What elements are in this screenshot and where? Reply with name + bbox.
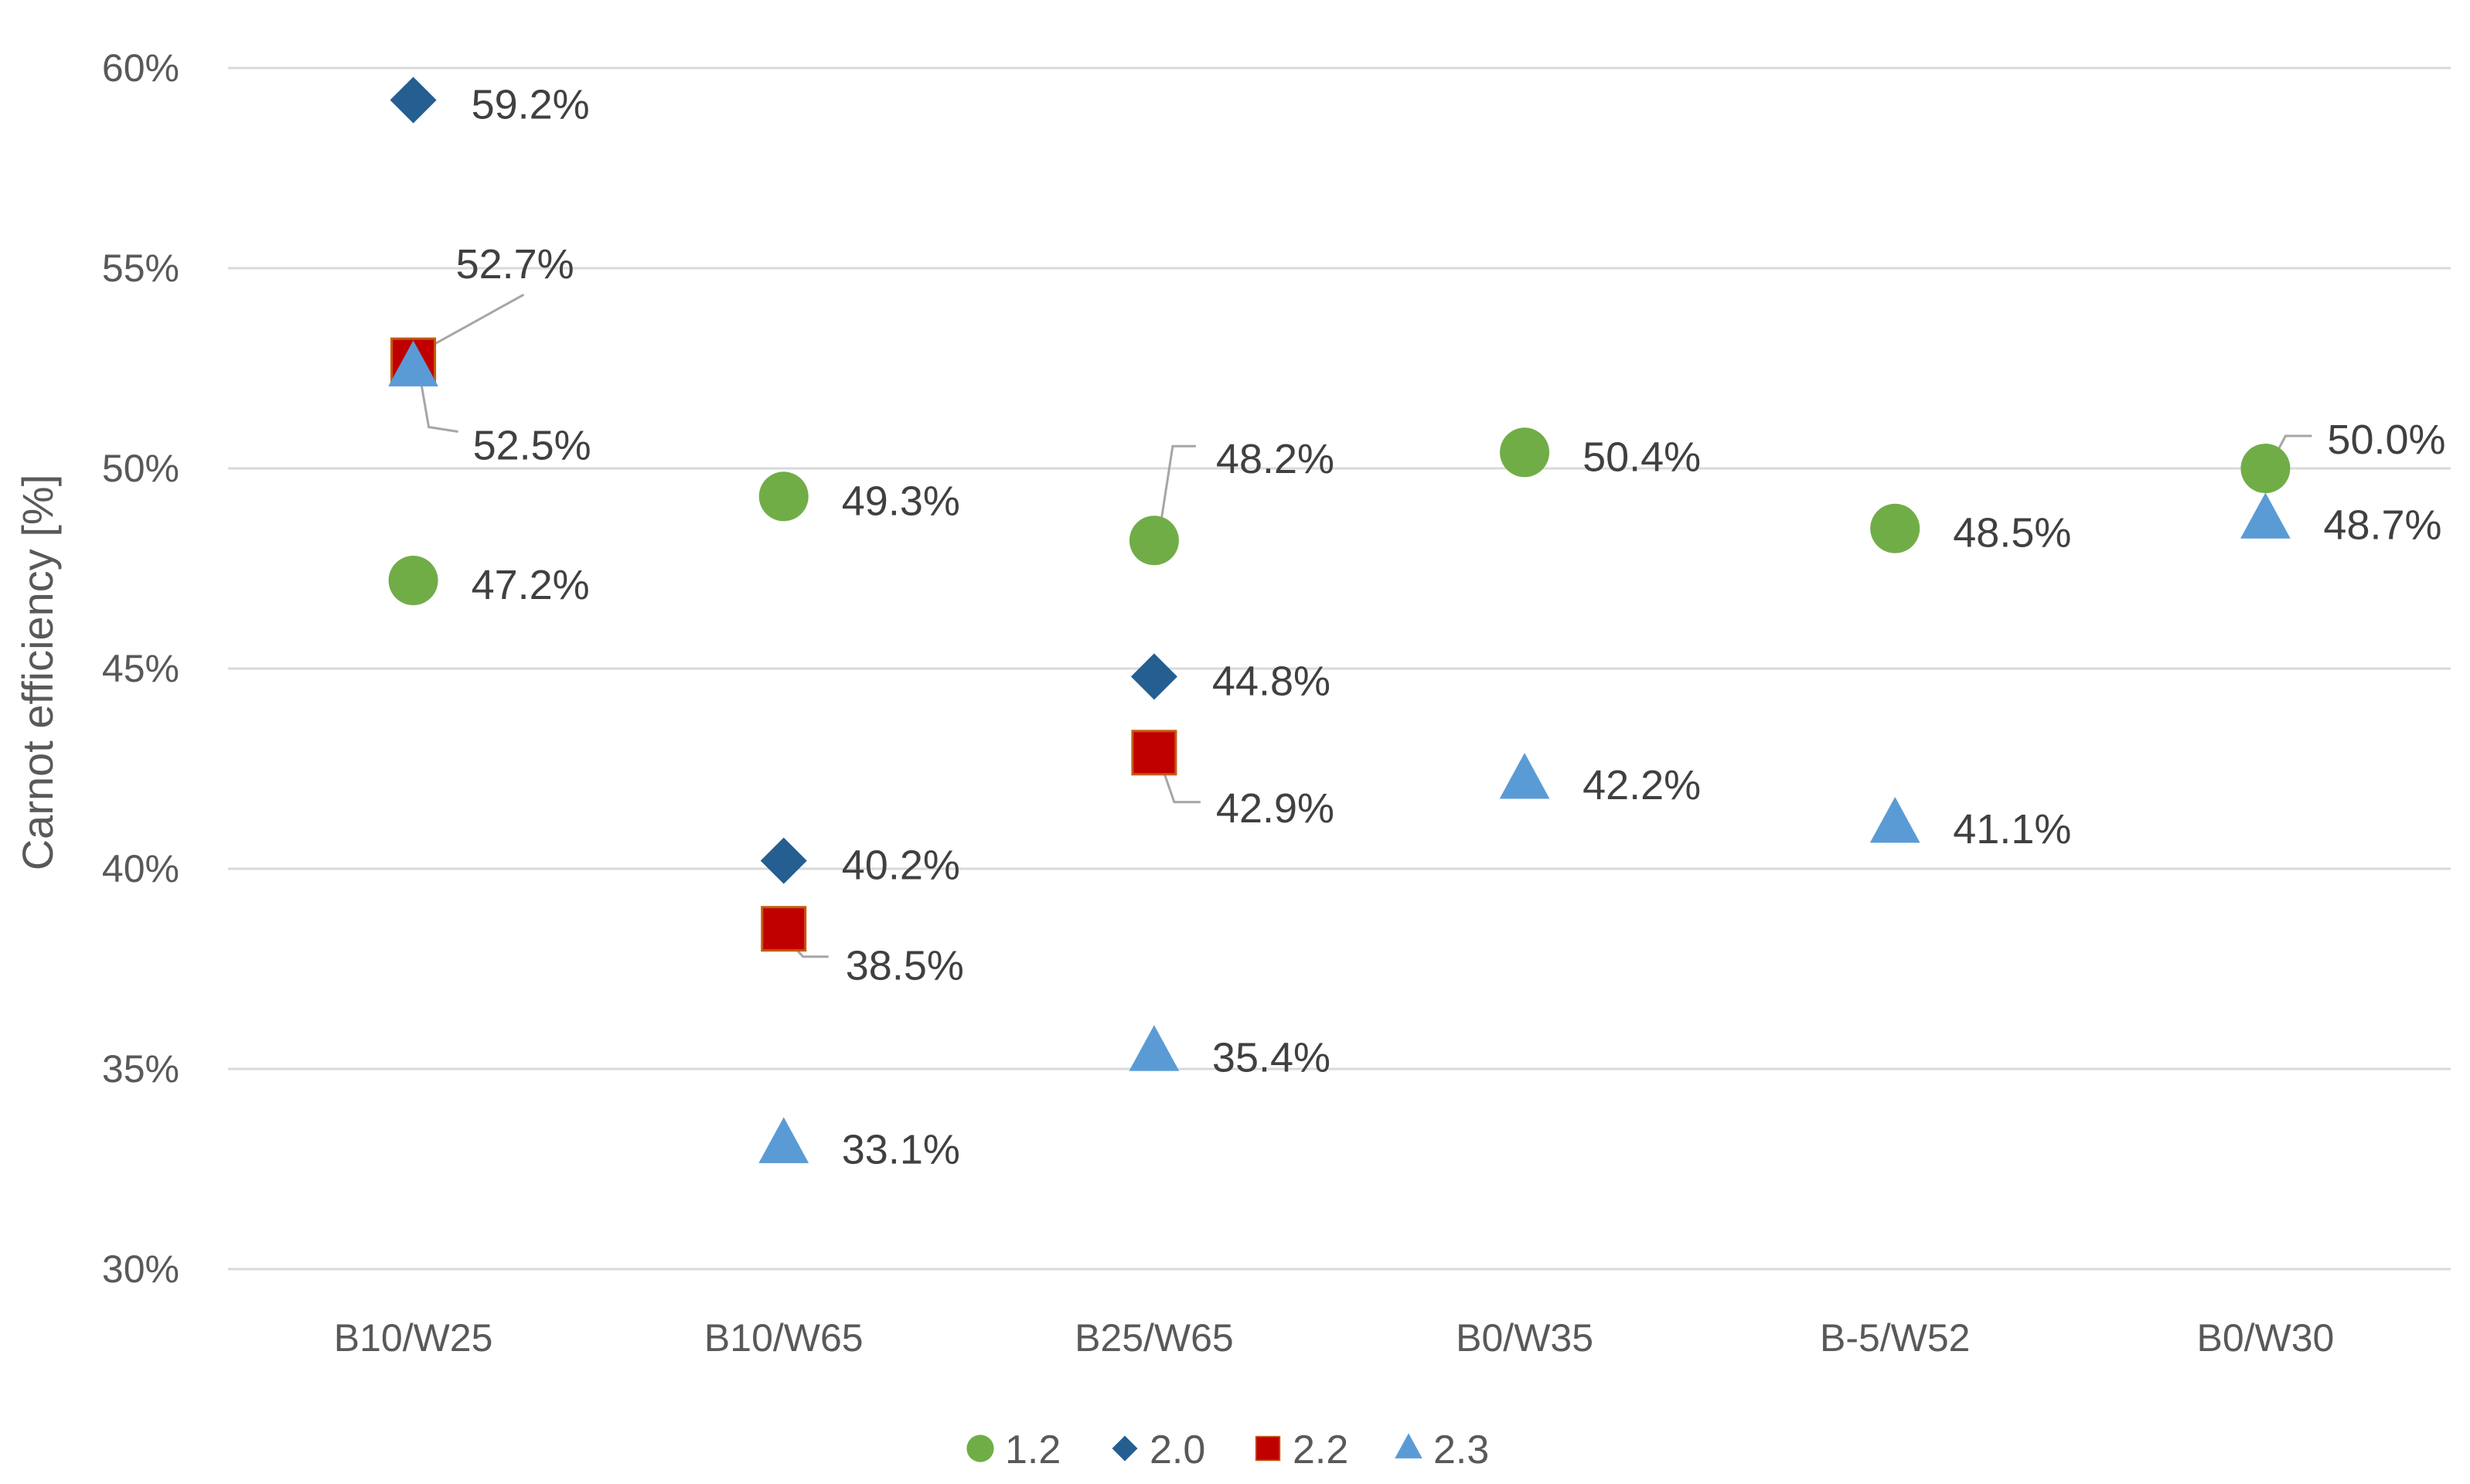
- data-label: 59.2%: [472, 81, 590, 128]
- marker-circle: [758, 471, 809, 522]
- y-tick-label: 60%: [102, 46, 179, 90]
- data-label: 44.8%: [1212, 658, 1330, 704]
- marker-triangle: [2240, 492, 2291, 539]
- leader-line: [1158, 444, 1196, 532]
- y-tick-label: 35%: [102, 1047, 179, 1091]
- legend-item: 1.2: [966, 1428, 1061, 1472]
- x-tick-label: B0/W30: [2196, 1316, 2334, 1360]
- legend-label: 2.0: [1150, 1428, 1205, 1472]
- data-label: 41.1%: [1953, 806, 2071, 853]
- grid-lines: [228, 66, 2451, 1271]
- y-axis-title: Carnot efficiency [%]: [13, 475, 62, 871]
- legend-item: 2.0: [1112, 1428, 1205, 1472]
- y-tick-label: 40%: [102, 847, 179, 890]
- data-label: 42.2%: [1583, 762, 1701, 808]
- y-tick-label: 30%: [102, 1247, 179, 1291]
- y-tick-label: 50%: [102, 447, 179, 490]
- leader-line: [1160, 766, 1201, 804]
- leader-line: [420, 382, 458, 433]
- marker-circle: [1870, 503, 1920, 553]
- marker-triangle: [1499, 753, 1550, 799]
- legend-label: 2.3: [1433, 1428, 1489, 1472]
- data-label: 48.5%: [1953, 510, 2071, 556]
- x-axis-ticks: B10/W25 B10/W65 B25/W65 B0/W35 B-5/W52 B0/W30: [334, 1316, 2335, 1360]
- data-label: 48.2%: [1216, 436, 1334, 482]
- marker-diamond: [760, 837, 807, 884]
- legend: 1.2 2.0 2.2 2.3: [966, 1428, 1489, 1472]
- data-label: 50.0%: [2327, 417, 2445, 463]
- marker-square: [1131, 730, 1177, 776]
- data-labels: 47.2% 49.3% 48.2% 50.4% 48.5% 50.0% 59.2% 40.2%…: [456, 81, 2446, 1173]
- y-axis-ticks: 30% 35% 40% 45% 50% 55% 60%: [102, 46, 179, 1291]
- legend-marker-square: [1255, 1435, 1281, 1462]
- x-tick-label: B0/W35: [1456, 1316, 1593, 1360]
- marker-triangle: [758, 1117, 809, 1163]
- marker-triangle: [1869, 797, 1920, 843]
- legend-label: 1.2: [1005, 1428, 1061, 1472]
- legend-item: 2.3: [1395, 1428, 1489, 1472]
- x-tick-label: B10/W65: [704, 1316, 864, 1360]
- legend-marker-circle: [966, 1435, 994, 1462]
- y-tick-label: 45%: [102, 647, 179, 690]
- marker-diamond: [390, 77, 437, 124]
- marker-circle: [388, 556, 438, 606]
- marker-square: [761, 906, 807, 952]
- marker-circle: [1129, 516, 1179, 566]
- marker-circle: [2240, 444, 2291, 493]
- marker-circle: [1500, 427, 1550, 478]
- x-tick-label: B25/W65: [1075, 1316, 1234, 1360]
- legend-item: 2.2: [1255, 1428, 1348, 1472]
- data-label: 52.7%: [456, 241, 574, 288]
- data-label: 49.3%: [842, 478, 960, 524]
- data-label: 42.9%: [1216, 785, 1334, 832]
- marker-triangle: [1129, 1025, 1180, 1071]
- data-label: 40.2%: [842, 842, 960, 889]
- x-tick-label: B-5/W52: [1820, 1316, 1971, 1360]
- data-label: 50.4%: [1583, 434, 1701, 480]
- leader-line: [429, 293, 525, 348]
- marker-diamond: [1130, 653, 1177, 700]
- x-tick-label: B10/W25: [334, 1316, 493, 1360]
- data-label: 35.4%: [1212, 1034, 1330, 1081]
- legend-marker-triangle: [1395, 1433, 1422, 1458]
- y-tick-label: 55%: [102, 247, 179, 290]
- data-points: [388, 77, 2291, 1163]
- data-label: 48.7%: [2323, 502, 2441, 548]
- legend-marker-diamond: [1112, 1435, 1138, 1462]
- data-label: 33.1%: [842, 1126, 960, 1173]
- data-label: 52.5%: [473, 423, 591, 469]
- label-leader-lines: [420, 293, 2312, 958]
- legend-label: 2.2: [1293, 1428, 1348, 1472]
- data-label: 47.2%: [472, 562, 590, 608]
- marker-triangle: [388, 340, 438, 386]
- data-label: 38.5%: [846, 943, 964, 989]
